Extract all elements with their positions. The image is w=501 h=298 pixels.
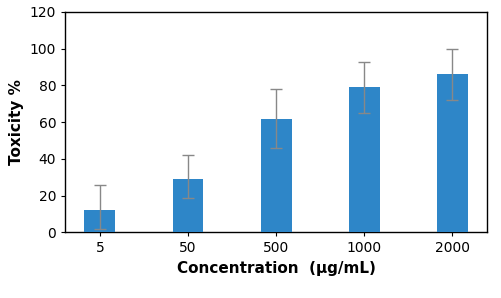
Bar	[172, 179, 203, 232]
Bar	[84, 210, 115, 232]
Y-axis label: Toxicity %: Toxicity %	[10, 79, 24, 165]
Bar	[436, 74, 467, 232]
Bar	[348, 87, 379, 232]
Bar	[260, 119, 291, 232]
X-axis label: Concentration  (μg/mL): Concentration (μg/mL)	[176, 261, 375, 276]
